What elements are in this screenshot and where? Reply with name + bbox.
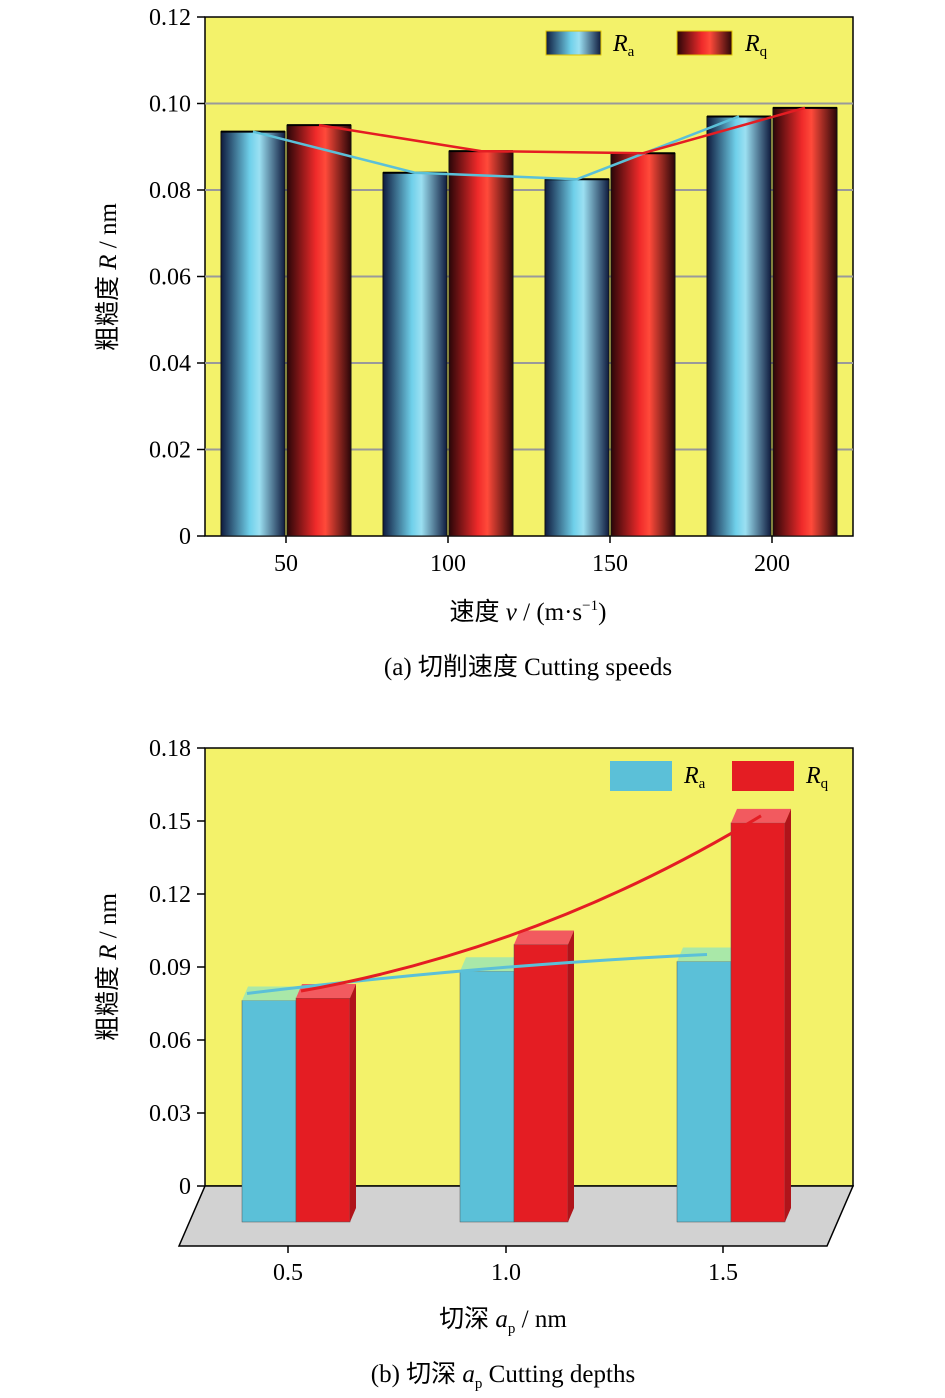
x-tick-label-a: 150 [592, 551, 628, 577]
trend-lines-a [252, 106, 806, 181]
y-tick-label-a: 0.04 [149, 351, 191, 377]
legend-a-rq-swatch [676, 30, 733, 56]
y-tick-label-a: 0.10 [149, 92, 191, 118]
y-tick-label-b: 0.06 [149, 1028, 191, 1054]
bar-a-rq [286, 124, 352, 537]
x-axis-ticks-b: 0.5 1.0 1.5 [273, 1246, 738, 1286]
x-axis-ticks-a: 50 100 150 200 [274, 536, 790, 577]
bar-a-ra [544, 178, 610, 537]
bar-a-rq [772, 107, 838, 537]
y-axis-label-b: 粗糙度 R / nm [94, 892, 122, 1040]
bar-a-ra [706, 115, 772, 537]
x-axis-label-b: 切深 ap / nm [439, 1305, 567, 1337]
bar-b-rq [513, 944, 569, 1223]
bar-side-b [350, 984, 356, 1222]
bar-a-rq [448, 150, 514, 537]
y-tick-label-a: 0.08 [149, 178, 191, 204]
y-tick-label-a: 0.02 [149, 438, 191, 464]
bar-b-ra [676, 961, 732, 1223]
trend-line-b-ra [246, 953, 708, 995]
trend-line-a-rq [318, 106, 806, 155]
bar-a-rq [610, 152, 676, 537]
legend-b-ra-swatch [610, 761, 672, 791]
y-axis-ticks-b: 0 0.03 0.06 0.09 0.12 0.15 0.18 [149, 736, 205, 1200]
bars-a [220, 106, 838, 537]
x-tick-label-a: 100 [430, 551, 466, 577]
bar-side-b [568, 930, 574, 1222]
x-axis-label-a: 速度 v / (m·s−1) [450, 598, 607, 626]
x-tick-label-b: 1.5 [708, 1260, 738, 1286]
y-tick-label-b: 0.15 [149, 809, 191, 835]
x-tick-label-a: 50 [274, 551, 298, 577]
bars-b [241, 808, 791, 1223]
caption-b: (b) 切深 ap Cutting depths [371, 1360, 635, 1392]
caption-a: (a) 切削速度 Cutting speeds [384, 653, 672, 681]
chart-b: 00.030.060.090.120.150.18 0.5 1.0 1.5 Ra R… [94, 736, 855, 1392]
y-tick-label-a: 0.06 [149, 265, 191, 291]
x-tick-label-b: 1.0 [491, 1260, 521, 1286]
bar-b-ra [241, 1000, 297, 1223]
y-tick-label-b: 0.03 [149, 1101, 191, 1127]
bar-top-b [514, 930, 574, 945]
y-tick-label-b: 0 [179, 1174, 191, 1200]
x-tick-label-b: 0.5 [273, 1260, 303, 1286]
y-tick-label-b: 0.12 [149, 882, 191, 908]
y-tick-label-a: 0 [179, 524, 191, 550]
bar-b-rq [295, 997, 351, 1223]
bar-a-ra [382, 172, 448, 537]
trend-lines-b [246, 814, 762, 995]
y-tick-label-a: 0.12 [149, 5, 191, 31]
bar-side-b [785, 808, 791, 1222]
bar-b-rq [730, 822, 786, 1223]
y-tick-label-b: 0.09 [149, 955, 191, 981]
y-axis-label-a: 粗糙度 R / nm [94, 202, 122, 350]
legend-b-rq-swatch [732, 761, 794, 791]
trend-line-b-rq [300, 814, 762, 993]
y-tick-label-b: 0.18 [149, 736, 191, 762]
bar-b-ra [459, 971, 515, 1223]
y-axis-ticks-a: 0 0.02 0.04 0.06 0.08 0.10 0.12 [149, 5, 205, 550]
legend-a-ra-swatch [545, 30, 602, 56]
bar-a-ra [220, 131, 286, 537]
x-tick-label-a: 200 [754, 551, 790, 577]
chart-a: 00.020.040.060.080.100.12 50 100 150 200 Ra… [94, 5, 854, 681]
